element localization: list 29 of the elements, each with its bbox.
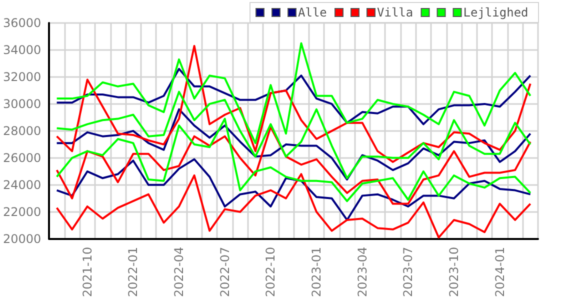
x-tick-label: 2023-01 [310,246,324,297]
x-tick-label: 2021-10 [80,246,94,297]
legend-label: Alle [298,6,327,20]
x-tick-label: 2022-04 [172,246,186,297]
line-series [56,68,532,126]
line-series [56,90,532,180]
x-tick-label: 2024-01 [492,246,507,297]
y-tick-label: 26000 [2,150,42,165]
x-tick-label: 2022-10 [264,246,278,297]
x-tick-label: 2022-01 [126,246,140,297]
line-series [56,158,532,221]
y-tick-label: 34000 [2,42,42,57]
y-tick-label: 36000 [2,16,42,30]
line-series [56,108,532,180]
x-tick-label: 2023-10 [446,246,461,297]
line-series [56,44,532,163]
legend-label: Lejlighed [463,6,528,20]
x-tick-label: 2023-04 [355,246,370,297]
y-tick-label: 22000 [2,204,42,219]
legend-label: Villa [377,6,414,20]
y-tick-label: 28000 [2,124,42,138]
line-series [56,42,532,144]
line-series [56,173,532,239]
y-tick-label: 32000 [2,70,42,84]
y-tick-label: 20000 [2,232,42,246]
x-tick-label: 2022-07 [218,246,232,297]
y-tick-label: 24000 [2,178,42,192]
x-tick-label: 2023-07 [401,246,416,297]
y-tick-label: 30000 [2,96,42,111]
